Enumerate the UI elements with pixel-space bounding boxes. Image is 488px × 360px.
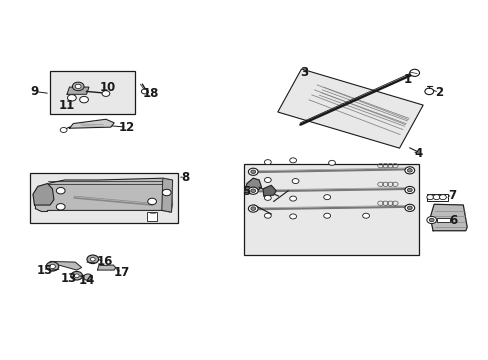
Text: 13: 13 xyxy=(60,272,77,285)
Polygon shape xyxy=(35,178,172,212)
Circle shape xyxy=(264,195,271,201)
Circle shape xyxy=(404,167,414,174)
Circle shape xyxy=(250,170,255,174)
Circle shape xyxy=(56,188,65,194)
Circle shape xyxy=(407,188,411,192)
Circle shape xyxy=(323,195,330,200)
Circle shape xyxy=(46,262,59,271)
Circle shape xyxy=(72,82,84,91)
Bar xyxy=(436,218,449,222)
Circle shape xyxy=(323,213,330,218)
Circle shape xyxy=(80,96,88,103)
Polygon shape xyxy=(244,178,261,193)
Circle shape xyxy=(289,196,296,201)
Text: 17: 17 xyxy=(114,266,130,279)
Circle shape xyxy=(248,187,258,194)
Circle shape xyxy=(264,177,271,183)
Text: 4: 4 xyxy=(414,147,422,160)
Circle shape xyxy=(74,274,79,278)
Circle shape xyxy=(428,218,433,222)
Circle shape xyxy=(407,168,411,172)
Circle shape xyxy=(250,207,255,210)
Circle shape xyxy=(248,205,258,212)
Circle shape xyxy=(404,186,414,194)
Polygon shape xyxy=(67,87,89,94)
Circle shape xyxy=(289,214,296,219)
Circle shape xyxy=(424,88,433,95)
Bar xyxy=(243,164,418,255)
Text: 7: 7 xyxy=(447,189,456,202)
Circle shape xyxy=(147,198,156,204)
Text: 16: 16 xyxy=(96,255,112,268)
Circle shape xyxy=(75,84,81,89)
Circle shape xyxy=(409,69,419,76)
Polygon shape xyxy=(263,185,276,196)
Text: 12: 12 xyxy=(119,121,135,134)
Text: 6: 6 xyxy=(448,213,457,226)
Polygon shape xyxy=(98,265,116,270)
Polygon shape xyxy=(69,119,114,128)
Bar xyxy=(30,173,178,223)
Circle shape xyxy=(328,160,335,165)
Circle shape xyxy=(291,179,298,184)
Polygon shape xyxy=(162,178,172,212)
Circle shape xyxy=(83,274,92,280)
Circle shape xyxy=(60,127,67,132)
Circle shape xyxy=(87,255,99,264)
Circle shape xyxy=(67,95,76,101)
Text: 1: 1 xyxy=(403,73,411,86)
Circle shape xyxy=(162,189,171,196)
Circle shape xyxy=(432,195,439,200)
Text: 9: 9 xyxy=(30,85,39,98)
Circle shape xyxy=(362,213,369,218)
Circle shape xyxy=(426,216,436,224)
Polygon shape xyxy=(33,184,54,205)
Text: 3: 3 xyxy=(299,66,307,79)
Circle shape xyxy=(289,158,296,163)
Bar xyxy=(147,212,157,221)
Circle shape xyxy=(102,91,110,96)
Circle shape xyxy=(404,204,414,211)
Bar xyxy=(50,71,135,114)
Polygon shape xyxy=(50,261,81,270)
Circle shape xyxy=(141,89,148,94)
Circle shape xyxy=(250,189,255,193)
Circle shape xyxy=(49,264,55,269)
Text: 15: 15 xyxy=(37,264,53,276)
Bar xyxy=(427,194,447,201)
Circle shape xyxy=(90,257,95,261)
Circle shape xyxy=(407,206,411,210)
Polygon shape xyxy=(429,204,466,231)
Circle shape xyxy=(248,168,258,175)
Circle shape xyxy=(264,159,271,165)
Circle shape xyxy=(56,203,65,210)
Circle shape xyxy=(71,271,82,280)
Text: 5: 5 xyxy=(242,185,249,198)
Bar xyxy=(277,69,422,148)
Text: 2: 2 xyxy=(434,86,442,99)
Text: 14: 14 xyxy=(78,274,95,287)
Text: 10: 10 xyxy=(99,81,115,94)
Text: 18: 18 xyxy=(142,87,159,100)
Circle shape xyxy=(264,213,271,218)
Circle shape xyxy=(426,195,433,200)
Circle shape xyxy=(439,195,446,200)
Text: 11: 11 xyxy=(59,99,75,112)
Text: 8: 8 xyxy=(181,171,189,184)
